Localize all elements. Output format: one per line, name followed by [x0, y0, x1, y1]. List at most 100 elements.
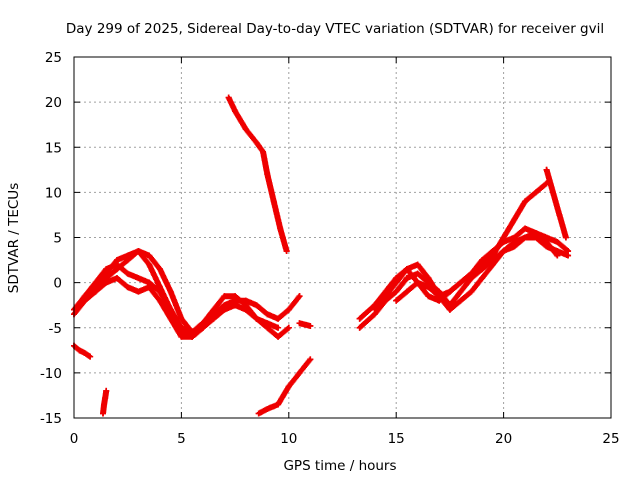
data-point: [543, 243, 550, 250]
data-point: [446, 288, 453, 295]
data-point: [253, 139, 260, 146]
data-point: [189, 333, 196, 340]
data-point: [210, 306, 217, 313]
series-arc-descending: [225, 94, 290, 255]
data-point: [124, 270, 131, 277]
series-arc-morning-c: [81, 248, 282, 336]
data-point: [425, 293, 432, 300]
data-point: [489, 252, 496, 259]
series-arc-ascending: [255, 356, 314, 417]
data-point: [556, 211, 563, 218]
data-point: [87, 353, 94, 360]
data-point: [522, 234, 529, 241]
y-tick-label: 15: [45, 140, 62, 156]
data-point: [264, 320, 271, 327]
data-point: [232, 293, 239, 300]
data-point: [403, 288, 410, 295]
series-arc-late-short: [296, 320, 314, 329]
data-point: [221, 293, 228, 300]
data-point: [371, 306, 378, 313]
data-point: [550, 189, 557, 196]
data-point: [425, 284, 432, 291]
data-point: [554, 248, 561, 255]
data-point: [146, 252, 153, 259]
data-point: [225, 94, 232, 101]
data-point: [307, 322, 314, 329]
data-point: [403, 266, 410, 273]
axis-ticks: 0 5 10 15 20 25 -15 -10 -5 0 5 10 15 20 25: [40, 50, 620, 447]
y-tick-label: 0: [53, 276, 62, 292]
data-point: [135, 275, 142, 282]
data-point: [76, 347, 83, 354]
plot-frame: [73, 56, 612, 419]
data-point: [436, 293, 443, 300]
data-point: [393, 297, 400, 304]
data-point: [199, 324, 206, 331]
data-point: [296, 369, 303, 376]
data-point: [135, 288, 142, 295]
data-point: [167, 306, 174, 313]
data-point: [479, 261, 486, 268]
data-point: [414, 261, 421, 268]
data-point: [275, 333, 282, 340]
data-point: [511, 234, 518, 241]
data-point: [393, 288, 400, 295]
data-point: [113, 266, 120, 273]
data-point: [101, 401, 108, 408]
data-point: [554, 239, 561, 246]
y-tick-label: 25: [45, 50, 62, 66]
data-point: [285, 324, 292, 331]
data-point: [356, 315, 363, 322]
data-point: [511, 216, 518, 223]
data-point: [457, 288, 464, 295]
data-point: [253, 315, 260, 322]
data-point: [167, 315, 174, 322]
data-point: [479, 275, 486, 282]
y-tick-label: -10: [40, 366, 62, 382]
chart-title: Day 299 of 2025, Sidereal Day-to-day VTE…: [66, 21, 604, 37]
x-tick-label: 0: [70, 431, 79, 447]
data-point: [92, 279, 99, 286]
data-point: [511, 243, 518, 250]
data-point: [156, 297, 163, 304]
data-point: [283, 248, 290, 255]
data-point: [532, 234, 539, 241]
y-tick-label: 5: [53, 231, 62, 247]
data-point: [81, 297, 88, 304]
series-arc-spike: [543, 166, 569, 241]
y-tick-label: -5: [49, 321, 62, 337]
data-point: [457, 279, 464, 286]
data-point: [156, 288, 163, 295]
data-point: [146, 261, 153, 268]
data-point: [489, 261, 496, 268]
data-point: [500, 248, 507, 255]
data-point: [146, 284, 153, 291]
data-point: [532, 189, 539, 196]
data-point: [414, 270, 421, 277]
data-point: [124, 257, 131, 264]
x-tick-label: 10: [280, 431, 297, 447]
data-points: [71, 94, 572, 417]
data-point: [232, 302, 239, 309]
x-tick-label: 25: [602, 431, 619, 447]
data-point: [242, 126, 249, 133]
data-point: [543, 166, 550, 173]
data-point: [102, 395, 109, 402]
data-point: [167, 288, 174, 295]
data-point: [275, 324, 282, 331]
data-point: [264, 405, 271, 412]
data-point: [382, 293, 389, 300]
y-tick-label: -15: [40, 411, 62, 427]
x-tick-label: 15: [388, 431, 405, 447]
data-point: [232, 108, 239, 115]
y-tick-label: 20: [45, 95, 62, 111]
data-point: [446, 306, 453, 313]
data-point: [296, 320, 303, 327]
y-tick-label: 10: [45, 185, 62, 201]
series-arc-short-low: [99, 387, 110, 417]
data-point: [356, 324, 363, 331]
data-point: [307, 356, 314, 363]
data-point: [124, 284, 131, 291]
data-point: [457, 297, 464, 304]
